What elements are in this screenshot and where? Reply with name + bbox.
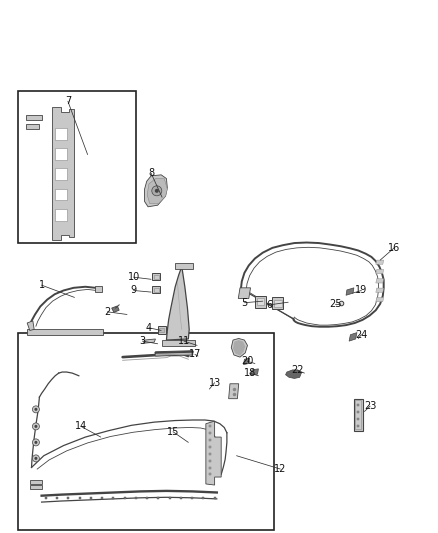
Polygon shape [238,288,251,298]
Circle shape [35,408,37,411]
Polygon shape [166,266,189,340]
Text: 9: 9 [131,286,137,295]
Polygon shape [244,358,250,365]
Circle shape [35,441,37,444]
Polygon shape [55,148,67,160]
Text: 14: 14 [75,422,87,431]
Polygon shape [376,297,384,302]
Polygon shape [95,286,102,292]
Polygon shape [27,321,34,330]
Polygon shape [272,297,283,309]
Polygon shape [286,370,301,378]
Polygon shape [55,209,67,221]
Polygon shape [144,339,155,343]
Text: 22: 22 [292,366,304,375]
Polygon shape [155,351,193,356]
Text: 12: 12 [274,464,286,474]
Text: 4: 4 [146,323,152,333]
Text: 1: 1 [39,280,45,290]
Polygon shape [274,300,282,307]
Polygon shape [152,273,160,280]
Text: 5: 5 [241,298,247,308]
Text: 10: 10 [127,272,140,282]
Polygon shape [154,288,159,292]
Text: 3: 3 [139,336,145,346]
Circle shape [152,186,162,196]
Polygon shape [52,107,74,240]
Polygon shape [376,279,384,283]
Polygon shape [158,326,166,334]
Circle shape [32,423,39,430]
Text: 11: 11 [178,336,190,346]
Text: 2: 2 [104,307,110,317]
Text: 15: 15 [167,427,179,437]
Polygon shape [30,485,42,489]
Text: 17: 17 [189,350,201,359]
Text: 23: 23 [364,401,376,411]
Circle shape [35,457,37,460]
Polygon shape [27,329,103,335]
Text: 19: 19 [355,286,367,295]
Polygon shape [26,115,42,120]
Polygon shape [154,275,159,279]
Text: 16: 16 [388,243,400,253]
Polygon shape [26,124,39,129]
Polygon shape [55,128,67,140]
Text: 13: 13 [208,378,221,387]
Polygon shape [231,338,247,357]
Polygon shape [162,340,195,346]
Polygon shape [255,296,266,308]
Circle shape [35,425,37,428]
Polygon shape [354,399,363,431]
Polygon shape [233,340,245,356]
Polygon shape [159,328,164,332]
Text: 18: 18 [244,368,256,378]
Polygon shape [112,306,119,312]
Polygon shape [145,175,167,207]
Text: 20: 20 [241,357,254,366]
Polygon shape [355,400,361,429]
Text: 7: 7 [65,96,71,106]
Text: 25: 25 [329,299,341,309]
Circle shape [155,189,159,193]
Polygon shape [152,286,160,293]
Polygon shape [30,480,42,484]
Circle shape [32,455,39,462]
Polygon shape [349,333,357,341]
Polygon shape [147,179,167,204]
Polygon shape [229,384,239,399]
Text: 24: 24 [355,330,367,340]
Bar [18,333,274,530]
Polygon shape [376,288,384,292]
Polygon shape [346,288,354,295]
Circle shape [32,439,39,446]
Circle shape [32,406,39,413]
Text: 6: 6 [266,300,272,310]
Polygon shape [376,270,384,274]
Polygon shape [251,369,258,375]
Text: 8: 8 [148,168,154,178]
Polygon shape [206,421,221,485]
Polygon shape [175,263,193,269]
Polygon shape [376,260,384,264]
Polygon shape [55,168,67,180]
Bar [18,91,136,243]
Polygon shape [55,189,67,200]
Polygon shape [257,298,264,305]
